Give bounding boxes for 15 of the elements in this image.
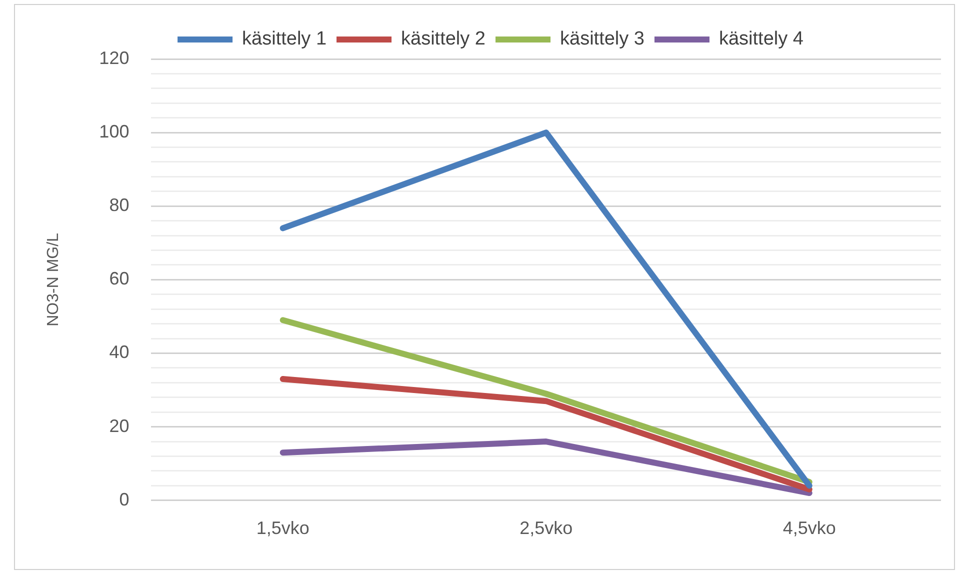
y-axis-title: NO3-N MG/L xyxy=(45,232,62,326)
x-tick-label: 4,5vko xyxy=(782,518,836,538)
y-tick-label: 60 xyxy=(109,268,130,289)
y-tick-label: 0 xyxy=(119,489,130,510)
y-tick-label: 20 xyxy=(109,416,130,436)
x-tick-label: 2,5vko xyxy=(520,518,573,538)
legend-label: käsittely 2 xyxy=(401,28,486,50)
y-tick-label: 80 xyxy=(109,195,130,216)
y-tick-label: 100 xyxy=(99,122,130,142)
legend-label: käsittely 1 xyxy=(242,28,327,50)
y-tick-label: 120 xyxy=(99,48,130,68)
x-tick-label: 1,5vko xyxy=(256,518,310,538)
legend-label: käsittely 4 xyxy=(718,28,804,50)
legend-label: käsittely 3 xyxy=(560,28,644,50)
y-tick-label: 40 xyxy=(109,342,130,362)
